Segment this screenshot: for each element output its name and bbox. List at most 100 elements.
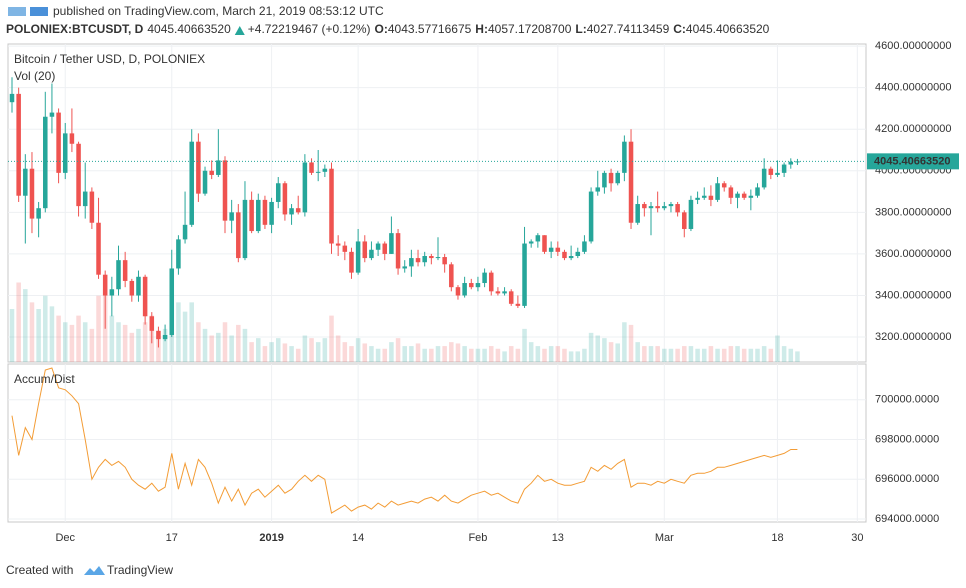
candle-body	[269, 201, 274, 225]
volume-bar	[56, 315, 61, 362]
candle-body	[562, 251, 567, 259]
x-tick-label: 18	[771, 532, 783, 544]
candle-body	[116, 260, 121, 290]
volume-bar	[715, 348, 720, 362]
candle-body	[122, 260, 128, 281]
volume-bar	[96, 295, 101, 362]
volume-bar	[289, 346, 294, 362]
change: +4.72219467 (+0.12%)	[248, 22, 371, 36]
candle-body	[748, 195, 754, 198]
volume-bar	[475, 348, 481, 362]
volume-bar	[36, 309, 41, 362]
candle-body	[548, 247, 554, 252]
candle-body	[668, 204, 674, 207]
candle-body	[755, 187, 760, 196]
volume-bar	[701, 348, 707, 362]
candle-body	[329, 168, 334, 244]
candle-body	[375, 243, 381, 250]
volume-bar	[548, 346, 554, 362]
volume-bar	[748, 348, 754, 362]
indicator-pane	[7, 363, 867, 523]
candle-body	[568, 256, 574, 259]
candle-body	[96, 222, 101, 275]
volume-bar	[449, 342, 454, 362]
candle-body	[695, 197, 700, 200]
volume-bar	[455, 343, 461, 362]
candle-body	[482, 272, 487, 284]
volume-label: Vol (20)	[14, 69, 55, 83]
candle-body	[43, 116, 48, 209]
x-tick-label: 13	[552, 532, 564, 544]
volume-bar	[462, 346, 467, 362]
volume-bar	[209, 335, 214, 362]
volume-bar	[229, 335, 234, 362]
y2-tick-label: 700000.0000	[875, 394, 939, 406]
candle-body	[429, 256, 434, 259]
candle-body	[242, 199, 248, 259]
volume-bar	[236, 324, 241, 362]
candle-body	[542, 235, 547, 252]
brand-icon	[84, 566, 105, 575]
candle-body	[735, 193, 740, 198]
volume-bar	[595, 335, 601, 362]
candle-body	[701, 195, 707, 198]
candle-body	[295, 208, 301, 213]
symbol-line: POLONIEX:BTCUSDT, D 4045.40663520 +4.72219…	[6, 22, 770, 36]
candle-body	[655, 206, 660, 209]
candle-body	[608, 172, 614, 184]
x-tick-label: 2019	[259, 532, 283, 544]
candle-body	[595, 187, 601, 192]
volume-bar	[761, 346, 767, 362]
last-price-box	[867, 153, 959, 170]
ohlc-key: O:	[375, 22, 388, 36]
candle-body	[475, 283, 481, 288]
candle-body	[142, 276, 148, 317]
candle-body	[309, 162, 314, 173]
volume-bar	[721, 348, 727, 362]
volume-bar	[535, 346, 541, 362]
candle-body	[362, 241, 368, 259]
volume-bar	[49, 306, 55, 362]
up-arrow	[234, 26, 245, 35]
grid: 3200.00000000 3400.00000000 3600.00000000 3…	[8, 40, 951, 544]
volume-bar	[389, 342, 394, 362]
ohlc-value: 4027.74113459	[587, 22, 670, 36]
candle-body	[741, 193, 747, 198]
candle-body	[642, 204, 647, 209]
x-tick-label: 17	[166, 532, 178, 544]
y2-tick-label: 696000.0000	[875, 473, 939, 485]
volume-bar	[628, 324, 634, 362]
volume-bar	[216, 332, 221, 362]
volume-bar	[295, 348, 301, 362]
volume-bar	[122, 324, 128, 362]
volume-bar	[688, 346, 694, 362]
candle-body	[422, 256, 427, 263]
volume-bar	[522, 328, 527, 362]
volume-bar	[648, 346, 654, 362]
volume-bar	[82, 322, 88, 362]
volume-bar	[582, 348, 587, 362]
volume-bar	[136, 328, 141, 362]
volume-bar	[116, 322, 121, 362]
ohlc-value: 4057.17208700	[488, 22, 572, 36]
volume-bar	[708, 346, 714, 362]
volume-bar	[528, 342, 534, 362]
candle-body	[136, 276, 141, 296]
candle-body	[768, 168, 774, 175]
volume-bar	[788, 348, 794, 362]
candle-body	[76, 143, 81, 207]
candle-body	[169, 268, 175, 335]
volume-bar	[349, 346, 354, 362]
ohlc-key: C:	[673, 22, 686, 36]
candle-body	[575, 251, 581, 256]
candle-body	[222, 160, 228, 221]
volume-bar	[69, 324, 75, 362]
volume-bar	[682, 346, 687, 362]
volume-bar	[222, 322, 228, 362]
candle-body	[628, 141, 634, 223]
volume-bar	[62, 322, 68, 362]
volume-bar	[302, 335, 308, 362]
candle-body	[302, 162, 308, 213]
candle-body	[508, 291, 514, 304]
volume-bar	[575, 351, 581, 362]
